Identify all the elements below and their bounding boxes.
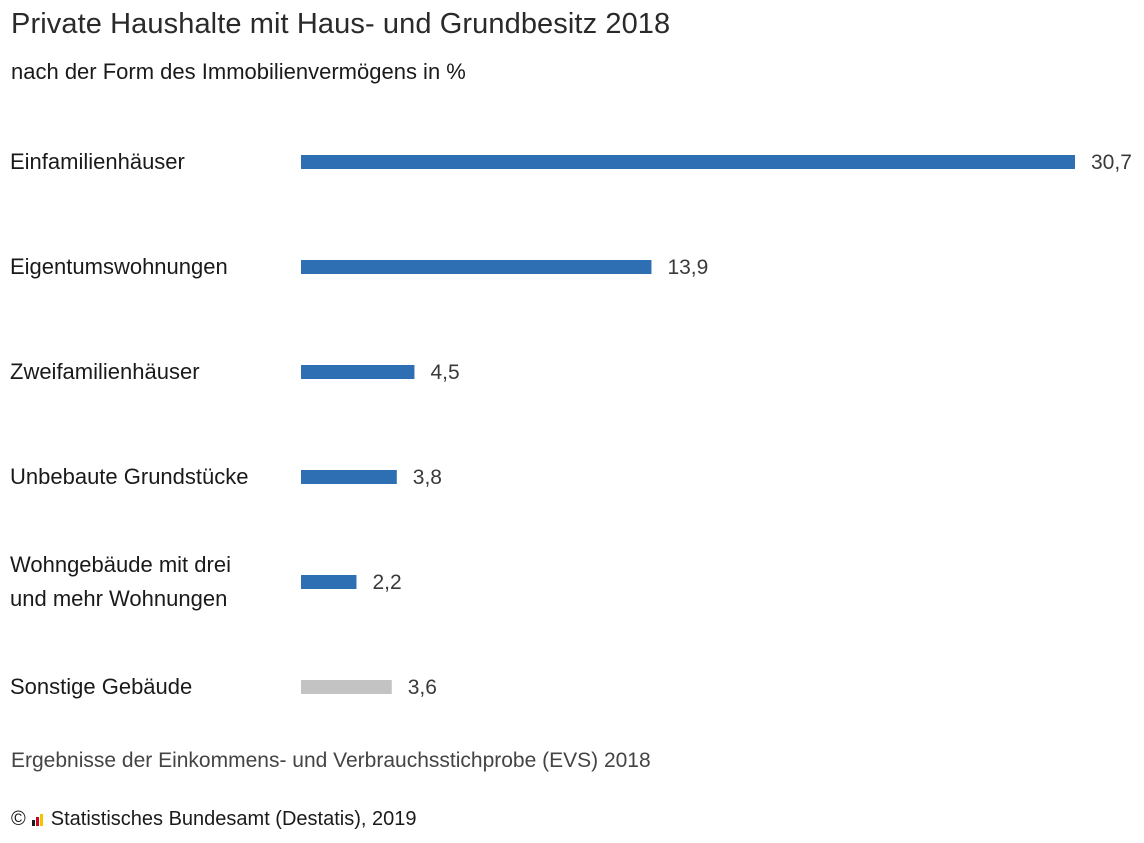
bar [301, 155, 1075, 169]
value-label: 3,8 [413, 466, 442, 489]
category-label-line: Zweifamilienhäuser [10, 359, 200, 384]
bar [301, 575, 357, 589]
value-label: 3,6 [408, 676, 437, 699]
chart-subtitle: nach der Form des Immobilienvermögens in… [11, 59, 466, 84]
category-label-line: Wohngebäude mit drei [10, 552, 231, 577]
category-label: Eigentumswohnungen [10, 254, 228, 279]
category-label-line: Sonstige Gebäude [10, 674, 192, 699]
bar [301, 680, 392, 694]
copyright-line: © Statistisches Bundesamt (Destatis), 20… [11, 808, 416, 831]
bar [301, 365, 415, 379]
chart-title: Private Haushalte mit Haus- und Grundbes… [11, 8, 671, 40]
value-label: 2,2 [372, 571, 401, 594]
copyright-symbol: © [11, 808, 26, 830]
category-label: Unbebaute Grundstücke [10, 464, 249, 489]
category-label-line: und mehr Wohnungen [10, 586, 227, 611]
category-label-line: Einfamilienhäuser [10, 149, 185, 174]
category-label: Zweifamilienhäuser [10, 359, 200, 384]
copyright-text: Statistisches Bundesamt (Destatis), 2019 [50, 808, 417, 830]
bar [301, 260, 652, 274]
category-label: Wohngebäude mit drei und mehr Wohnungen [10, 552, 231, 611]
value-label: 4,5 [430, 361, 459, 384]
value-label: 13,9 [667, 256, 708, 279]
source-note: Ergebnisse der Einkommens- und Verbrauch… [11, 749, 651, 772]
bar [301, 470, 397, 484]
destatis-logo-icon [31, 813, 43, 826]
category-label-line: Eigentumswohnungen [10, 254, 228, 279]
value-label: 30,7 [1091, 151, 1132, 174]
category-label: Einfamilienhäuser [10, 149, 185, 174]
category-label: Sonstige Gebäude [10, 674, 192, 699]
category-label-line: Unbebaute Grundstücke [10, 464, 249, 489]
